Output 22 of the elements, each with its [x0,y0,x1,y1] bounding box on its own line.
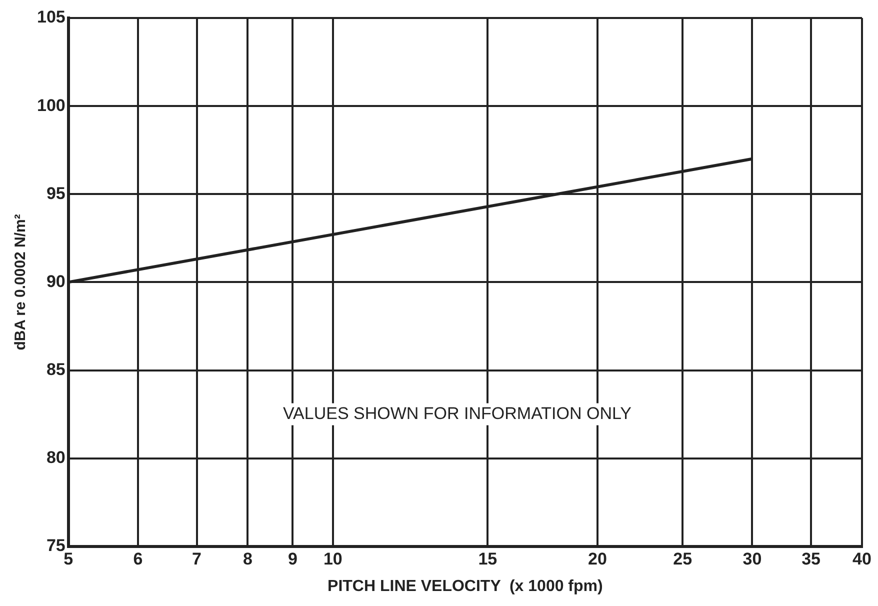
x-tick-label: 40 [852,549,872,568]
y-tick-label: 75 [46,536,66,556]
x-tick-label: 8 [243,549,252,568]
x-tick-label: 5 [64,549,74,568]
x-tick-label: 25 [673,549,692,568]
y-axis-title: dBA re 0.0002 N/m² [12,214,30,350]
y-tick-label: 90 [46,272,66,291]
x-tick-label: 7 [192,549,202,568]
x-tick-label: 6 [133,549,143,568]
x-axis-title: PITCH LINE VELOCITY (x 1000 fpm) [328,578,603,595]
x-tick-label: 20 [588,549,607,568]
x-tick-label: 10 [323,549,342,568]
x-tick-label: 15 [478,549,498,568]
y-tick-label: 80 [46,448,66,468]
y-tick-label: 105 [36,8,66,27]
y-tick-label: 85 [46,360,66,379]
x-tick-label: 9 [288,549,298,568]
y-tick-label: 100 [36,96,66,115]
annotation: VALUES SHOWN FOR INFORMATION ONLY [282,404,632,423]
x-tick-label: 35 [802,549,820,568]
y-tick-label: 95 [46,184,66,203]
x-tick-label: 30 [742,549,762,568]
